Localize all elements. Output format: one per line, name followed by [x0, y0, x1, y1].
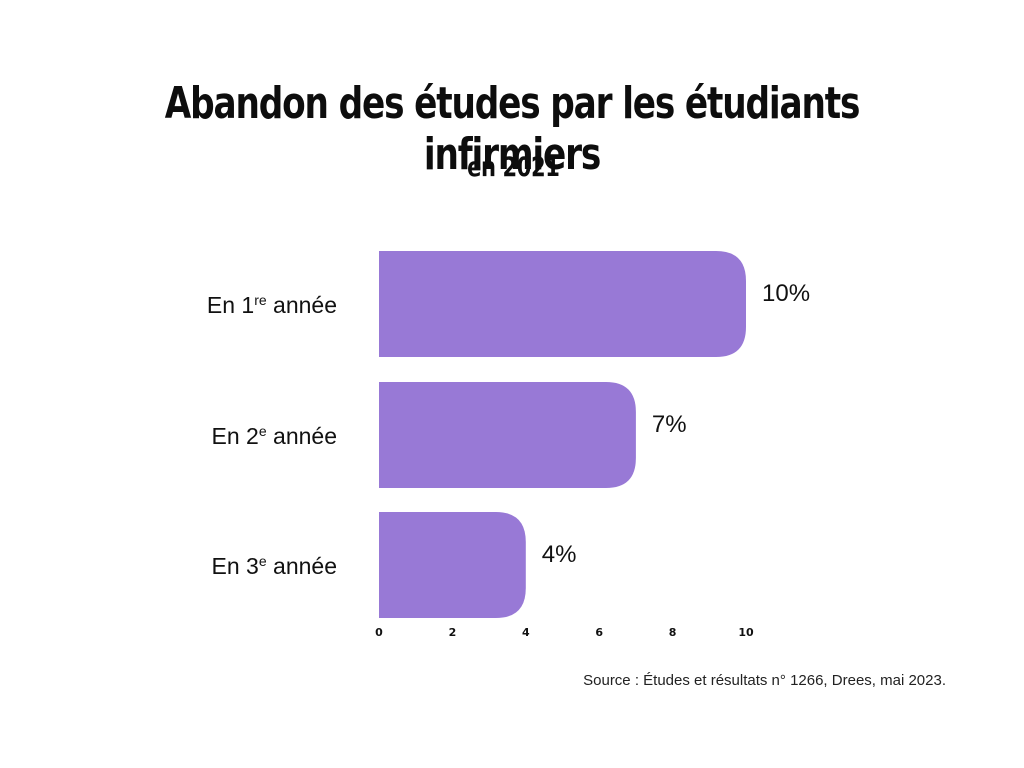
value-label-3: 4% — [542, 541, 577, 568]
value-label-1: 10% — [762, 280, 810, 307]
x-tick-label-4: 4 — [522, 626, 530, 639]
bar-2 — [379, 382, 636, 488]
x-tick-label-10: 10 — [738, 626, 754, 639]
bar-3 — [379, 512, 526, 618]
category-label-1: En 1re année — [207, 292, 337, 318]
chart-subtitle: en 2021 — [467, 152, 560, 183]
source-note: Source : Études et résultats n° 1266, Dr… — [583, 672, 946, 689]
x-tick-label-8: 8 — [669, 626, 677, 639]
chart-title: Abandon des études par les étudiants inf… — [164, 78, 861, 180]
category-label-2: En 2e année — [212, 423, 337, 449]
category-label-3: En 3e année — [212, 553, 337, 579]
x-tick-label-2: 2 — [449, 626, 457, 639]
bar-1 — [379, 251, 746, 357]
x-tick-label-0: 0 — [375, 626, 383, 639]
x-tick-label-6: 6 — [595, 626, 603, 639]
value-label-2: 7% — [652, 411, 687, 438]
